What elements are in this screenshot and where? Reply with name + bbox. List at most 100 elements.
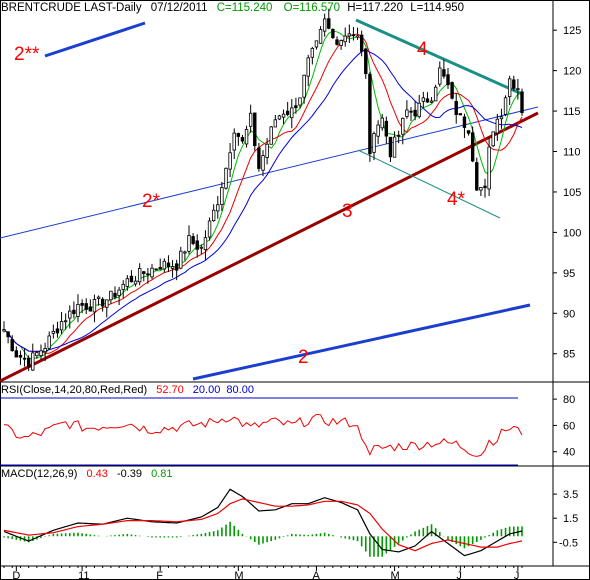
low-label: L=114.950 [410, 2, 465, 14]
open-label: O=116.570 [283, 2, 341, 14]
candle-body [55, 328, 60, 334]
candle-body [63, 320, 68, 323]
candle-body [376, 124, 380, 137]
price-tick-label: 120 [563, 66, 581, 78]
date-label: 07/12/2011 [150, 2, 208, 14]
candle-body [355, 35, 360, 38]
candle-body [347, 33, 352, 37]
candle-body [290, 107, 294, 119]
price-axis: 85 90 95 100 105 110 115 120 125 [553, 25, 581, 361]
candle-body [125, 278, 130, 287]
candle-body [285, 110, 290, 115]
macd-value: 0.43 [86, 468, 108, 480]
candle-body [133, 280, 138, 285]
candle-body [154, 268, 158, 271]
candle-body [195, 240, 199, 250]
candle-body [203, 237, 208, 251]
trendline-4 [355, 18, 523, 96]
close-label: C=115.240 [216, 2, 273, 14]
candle-body [68, 310, 72, 319]
price-tick-label: 105 [563, 187, 581, 199]
candle-body [269, 126, 273, 145]
price-tick-label: 95 [563, 268, 575, 280]
macd-tick-label: -0.5 [559, 537, 578, 549]
candle-body [495, 118, 500, 134]
candle-body [207, 220, 212, 238]
macd-name: MACD(12,26,9) [1, 468, 78, 480]
candle-body [368, 73, 372, 155]
candle-body [429, 100, 434, 103]
candle-body [96, 296, 101, 299]
candle-body [232, 132, 236, 151]
candle-body [479, 187, 483, 191]
candle-body [401, 117, 405, 135]
candle-body [240, 137, 245, 142]
rsi-header: RSI(Close,14,20,80,Red,Red) 52.70 20.00 … [1, 384, 254, 396]
macd-line [3, 488, 523, 557]
candle-body [224, 167, 228, 189]
candle-body [39, 350, 43, 357]
candle-body [512, 79, 516, 89]
candle-body [14, 350, 19, 358]
candle-body [18, 354, 23, 358]
rsi-tick-label: 80 [563, 394, 575, 406]
candle-body [26, 357, 31, 368]
macd-axis: 3.5 1.5 -0.5 [553, 489, 578, 549]
candle-body [109, 290, 113, 301]
candle-body [520, 91, 524, 114]
macd-histogram [3, 521, 523, 557]
signal-value: -0.39 [116, 468, 143, 480]
candle-body [384, 120, 389, 137]
candle-body [257, 147, 261, 169]
candle-body [322, 18, 327, 32]
rsi-tick-label: 40 [563, 447, 575, 459]
rsi-name: RSI(Close,14,20,80,Red,Red) [1, 384, 148, 396]
rsi-levels: 20.00 80.00 [192, 384, 254, 396]
candle-body [466, 130, 471, 134]
candle-body [499, 116, 504, 120]
trendline-2-double-star [44, 21, 146, 58]
candle-body [433, 86, 438, 102]
candle-body [6, 331, 10, 338]
rsi-tick-label: 60 [563, 420, 575, 432]
candle-body [417, 102, 421, 118]
candle-body [306, 57, 310, 77]
candle-body [302, 74, 306, 98]
candle-body [51, 331, 56, 334]
price-bars [2, 8, 524, 372]
chart-header: BRENTCRUDE LAST-Daily 07/12/2011 C=115.2… [1, 2, 464, 14]
candle-body [491, 131, 495, 147]
candle-body [335, 39, 339, 45]
candle-body [166, 262, 171, 268]
rsi-axis: 40 60 80 [553, 394, 575, 459]
candle-body [2, 329, 6, 332]
candle-body [105, 299, 109, 308]
candle-body [364, 48, 368, 75]
rsi-value: 52.70 [156, 384, 184, 396]
candle-body [454, 100, 458, 115]
candle-body [199, 246, 204, 249]
candle-body [318, 29, 323, 44]
annotation-2-double-star: 2** [14, 44, 40, 65]
candle-body [253, 112, 257, 147]
candle-body [359, 34, 364, 52]
candle-body [228, 152, 232, 170]
candle-body [388, 136, 393, 158]
time-tick-label: F [156, 570, 163, 580]
candle-body [405, 109, 409, 117]
candle-body [137, 268, 142, 283]
candle-body [146, 273, 150, 276]
annotation-4-star: 4* [447, 189, 466, 210]
candle-body [211, 209, 216, 221]
candle-body [380, 117, 384, 129]
candle-body [248, 112, 253, 127]
candle-body [487, 146, 491, 190]
candle-body [113, 292, 117, 298]
candle-body [413, 109, 417, 117]
time-tick-label: M [391, 570, 400, 580]
candle-body [35, 352, 39, 357]
candle-body [191, 236, 195, 244]
time-tick-label: 11 [78, 570, 89, 580]
candle-body [80, 303, 84, 306]
